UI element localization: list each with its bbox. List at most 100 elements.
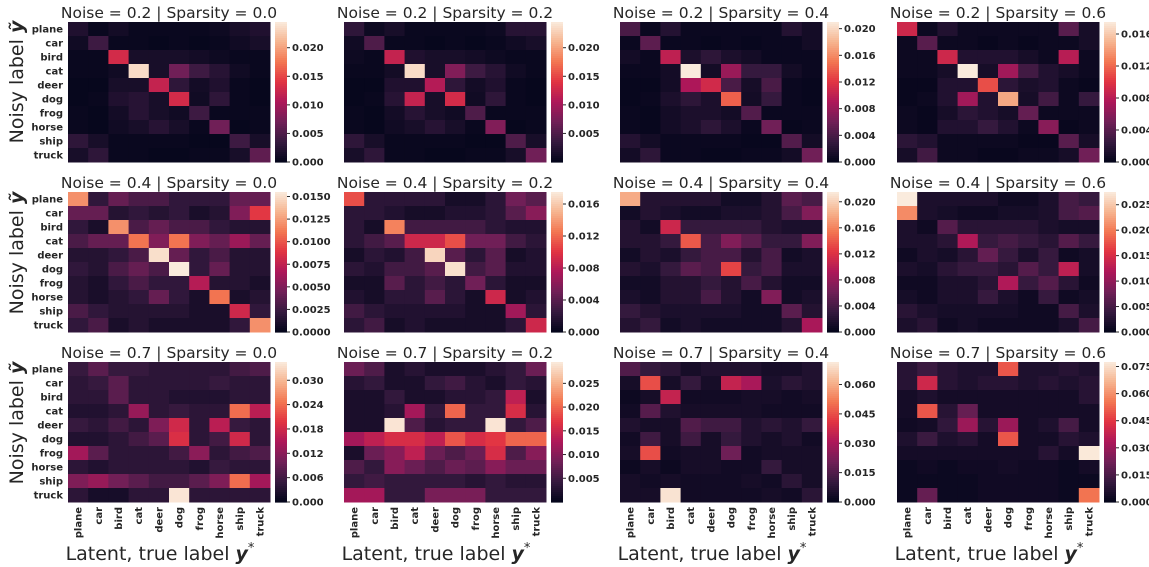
x-tick-label: plane — [74, 507, 85, 538]
colorbar-segment — [275, 222, 287, 225]
heatmap-cell — [1078, 220, 1100, 235]
heatmap-cell — [1018, 22, 1039, 37]
heatmap-cell — [169, 418, 190, 433]
heatmap-cell — [1018, 106, 1039, 121]
heatmap-cell — [465, 92, 486, 107]
colorbar-segment — [275, 210, 287, 213]
colorbar-tick-label: 0.015 — [1121, 470, 1149, 481]
heatmap-cell — [721, 390, 742, 405]
colorbar-segment — [551, 320, 563, 323]
heatmap-cell — [364, 304, 385, 319]
colorbar-segment — [275, 44, 287, 47]
colorbar-segment — [275, 66, 287, 69]
heatmap-cell — [1018, 192, 1039, 207]
heatmap-cell — [977, 36, 999, 51]
heatmap-cell — [781, 418, 803, 433]
colorbar-segment — [275, 28, 287, 31]
colorbar-segment — [827, 116, 839, 119]
heatmap-cells — [620, 192, 823, 333]
colorbar-segment — [551, 372, 563, 375]
colorbar-segment — [1104, 458, 1116, 461]
heatmap-cell — [128, 376, 150, 391]
heatmap-cell — [128, 474, 150, 489]
colorbar-segment — [827, 96, 839, 99]
heatmap-cell — [721, 22, 742, 37]
heatmap-cell — [620, 418, 641, 433]
colorbar-segment — [551, 282, 563, 285]
colorbar-segment — [1104, 122, 1116, 125]
heatmap-cell — [957, 64, 979, 79]
colorbar-segment — [1104, 496, 1116, 499]
colorbar-tick-label: 0.016 — [844, 223, 876, 234]
colorbar-segment — [827, 296, 839, 299]
heatmap-cell — [505, 234, 527, 249]
heatmap-cell — [445, 390, 466, 405]
heatmap-cell — [209, 446, 231, 461]
heatmap-cell — [897, 404, 918, 419]
colorbar-segment — [827, 216, 839, 219]
heatmap-cell — [640, 206, 661, 221]
colorbar-segment — [1104, 218, 1116, 221]
colorbar-segment — [275, 398, 287, 401]
heatmap-cell — [209, 220, 231, 235]
heatmap-cell — [229, 22, 251, 37]
colorbar-tick-label: 0.016 — [568, 200, 600, 211]
colorbar-tick-label: 0.010 — [568, 100, 600, 111]
colorbar-segment — [827, 290, 839, 293]
colorbar-segment — [275, 386, 287, 389]
colorbar-tick-label: 0.006 — [292, 473, 324, 484]
colorbar-segment — [827, 82, 839, 85]
colorbar-segment — [551, 302, 563, 305]
colorbar-segment — [275, 90, 287, 93]
colorbar-tick-label: 0.0100 — [292, 237, 331, 248]
colorbar-segment — [1104, 414, 1116, 417]
colorbar-segment — [1104, 54, 1116, 57]
heatmap-cell — [801, 362, 823, 377]
colorbar-segment — [275, 294, 287, 297]
colorbar-segment — [827, 100, 839, 103]
colorbar-segment — [1104, 262, 1116, 265]
colorbar-segment — [275, 424, 287, 427]
x-tick-label: frog — [747, 507, 758, 530]
colorbar-segment — [1104, 254, 1116, 257]
x-tick-label: truck — [1084, 507, 1095, 537]
heatmap-cell — [937, 92, 959, 107]
heatmap-cell — [485, 148, 507, 163]
heatmap-cell — [998, 446, 1019, 461]
heatmap-cell — [977, 192, 999, 207]
heatmap-cell — [445, 460, 466, 475]
heatmap-cell — [148, 418, 170, 433]
colorbar-segment — [1104, 276, 1116, 279]
heatmap-cell — [1018, 276, 1039, 291]
colorbar-segment — [551, 118, 563, 121]
colorbar-segment — [275, 330, 287, 333]
colorbar-tick-label: 0.020 — [1121, 226, 1149, 237]
colorbar-segment — [1104, 498, 1116, 501]
heatmap-cell — [465, 432, 486, 447]
colorbar-segment — [827, 32, 839, 35]
colorbar-segment — [551, 308, 563, 311]
colorbar-segment — [275, 362, 287, 365]
heatmap-cell — [88, 50, 109, 65]
colorbar-segment — [551, 138, 563, 141]
colorbar-segment — [827, 136, 839, 139]
heatmap-cell — [957, 248, 979, 263]
heatmap-cell — [169, 432, 190, 447]
colorbar-segment — [551, 264, 563, 267]
heatmap-cell — [801, 318, 823, 333]
heatmap-cell — [148, 362, 170, 377]
heatmap-cell — [741, 78, 762, 93]
heatmap-cell — [1058, 192, 1080, 207]
heatmap-cell — [229, 92, 251, 107]
colorbar-segment — [275, 64, 287, 67]
heatmap-cell — [680, 304, 702, 319]
colorbar-segment — [827, 74, 839, 77]
heatmap-cell — [88, 134, 109, 149]
colorbar-segment — [551, 32, 563, 35]
colorbar-segment — [551, 148, 563, 151]
heatmap-cell — [525, 362, 547, 377]
x-tick-label: deer — [430, 507, 441, 533]
colorbar-segment — [827, 72, 839, 75]
colorbar-segment — [275, 420, 287, 423]
heatmap-cell — [108, 192, 130, 207]
